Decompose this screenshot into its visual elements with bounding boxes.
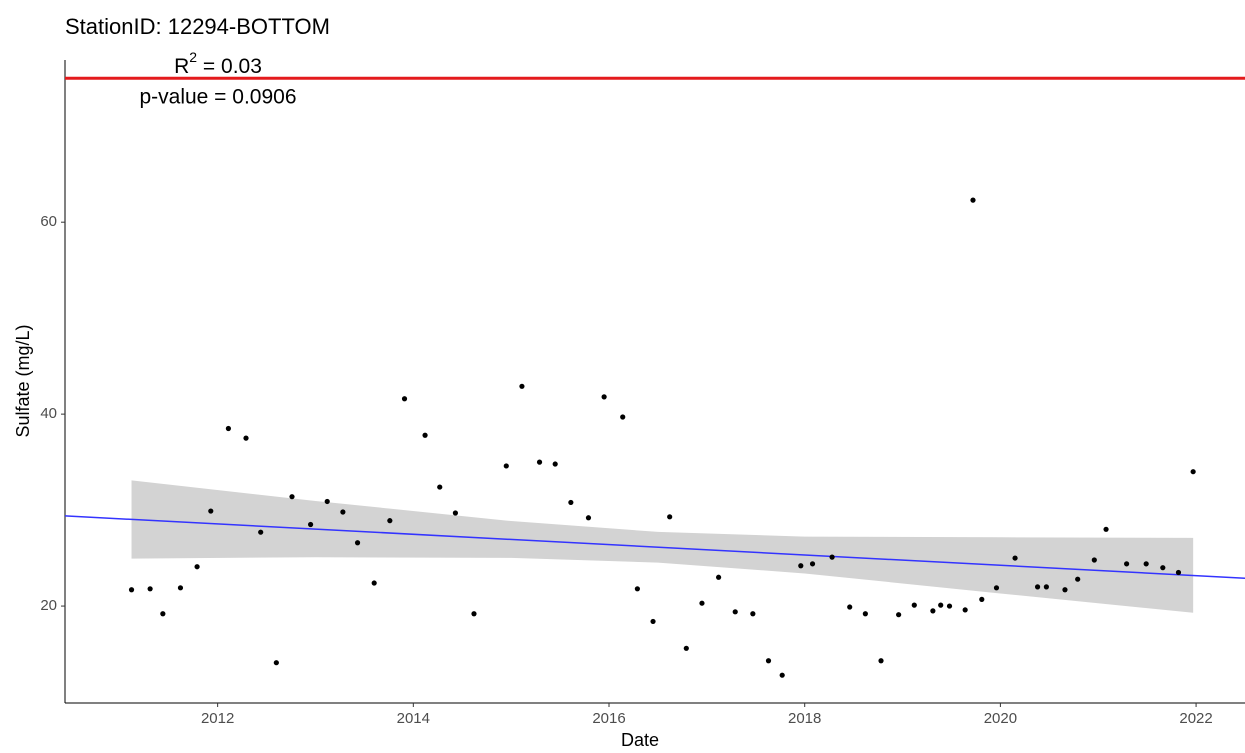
data-point	[147, 586, 153, 592]
data-point	[160, 611, 166, 617]
chart-title: StationID: 12294-BOTTOM	[65, 14, 330, 39]
data-point	[601, 394, 607, 400]
data-point	[862, 611, 868, 617]
data-point	[620, 414, 626, 420]
r2-annotation: R2 = 0.03	[174, 49, 262, 78]
data-point	[1091, 557, 1097, 563]
data-point	[878, 658, 884, 664]
data-point	[243, 435, 249, 441]
data-point	[128, 587, 135, 593]
confidence-band	[131, 480, 1194, 613]
data-point	[765, 658, 772, 664]
x-tick-label: 2016	[592, 710, 625, 727]
data-point	[401, 396, 408, 402]
data-point	[809, 561, 816, 567]
y-tick-label: 20	[40, 597, 57, 614]
data-point	[1103, 526, 1109, 532]
data-point	[225, 425, 231, 432]
data-point	[750, 611, 756, 617]
data-point	[1160, 565, 1166, 571]
data-point	[568, 499, 574, 506]
data-point	[1034, 584, 1041, 590]
data-point	[970, 197, 976, 203]
data-point	[324, 498, 330, 505]
data-point	[896, 612, 902, 618]
data-point	[585, 515, 592, 521]
data-point	[683, 645, 689, 651]
data-point	[258, 529, 264, 535]
data-point	[1190, 469, 1196, 475]
r2-rest: = 0.03	[197, 55, 262, 78]
data-point	[1124, 561, 1130, 567]
data-point	[699, 600, 705, 606]
data-point	[1043, 584, 1049, 590]
data-point	[177, 585, 184, 591]
data-point	[1012, 555, 1018, 561]
data-point	[1062, 587, 1068, 593]
p-value-annotation: p-value = 0.0906	[139, 86, 296, 109]
x-tick-label: 2022	[1179, 710, 1212, 727]
x-tick-label: 2020	[984, 710, 1017, 727]
data-point	[667, 514, 673, 520]
data-point	[273, 660, 279, 666]
data-point	[194, 564, 200, 570]
data-point	[552, 461, 558, 467]
data-point	[1175, 569, 1182, 576]
data-point	[650, 618, 656, 625]
data-point	[307, 521, 314, 528]
data-point	[437, 484, 443, 490]
data-point	[519, 383, 525, 389]
x-tick-label: 2018	[788, 710, 821, 727]
data-point	[946, 603, 953, 609]
data-point	[536, 459, 543, 465]
data-point	[422, 432, 428, 438]
y-axis-title: Sulfate (mg/L)	[13, 324, 33, 437]
data-point	[829, 554, 835, 560]
data-point	[289, 494, 295, 500]
data-point	[938, 602, 944, 608]
data-point	[634, 586, 640, 592]
data-point	[962, 607, 968, 613]
data-point	[911, 602, 917, 608]
data-point	[930, 608, 936, 614]
data-point	[798, 563, 804, 569]
r2-base: R	[174, 55, 189, 78]
data-point	[354, 540, 361, 546]
data-point	[1143, 561, 1149, 567]
data-point	[1075, 576, 1081, 582]
data-point	[503, 463, 509, 469]
data-point	[340, 509, 346, 515]
r2-sup: 2	[189, 49, 197, 65]
data-point	[979, 596, 985, 602]
data-point	[732, 609, 738, 615]
y-tick-label: 40	[40, 405, 57, 422]
x-tick-label: 2014	[397, 710, 430, 727]
data-point	[452, 510, 458, 516]
x-axis-title: Date	[621, 730, 659, 750]
data-point	[371, 580, 377, 586]
data-point	[993, 585, 1000, 591]
trend-line	[64, 515, 1245, 579]
data-point	[471, 611, 477, 617]
data-point	[208, 508, 214, 514]
x-tick-label: 2012	[201, 710, 234, 727]
data-point	[847, 604, 853, 610]
data-point	[387, 518, 393, 524]
y-tick-label: 60	[40, 213, 57, 230]
data-point	[715, 574, 722, 580]
data-point	[779, 672, 785, 678]
